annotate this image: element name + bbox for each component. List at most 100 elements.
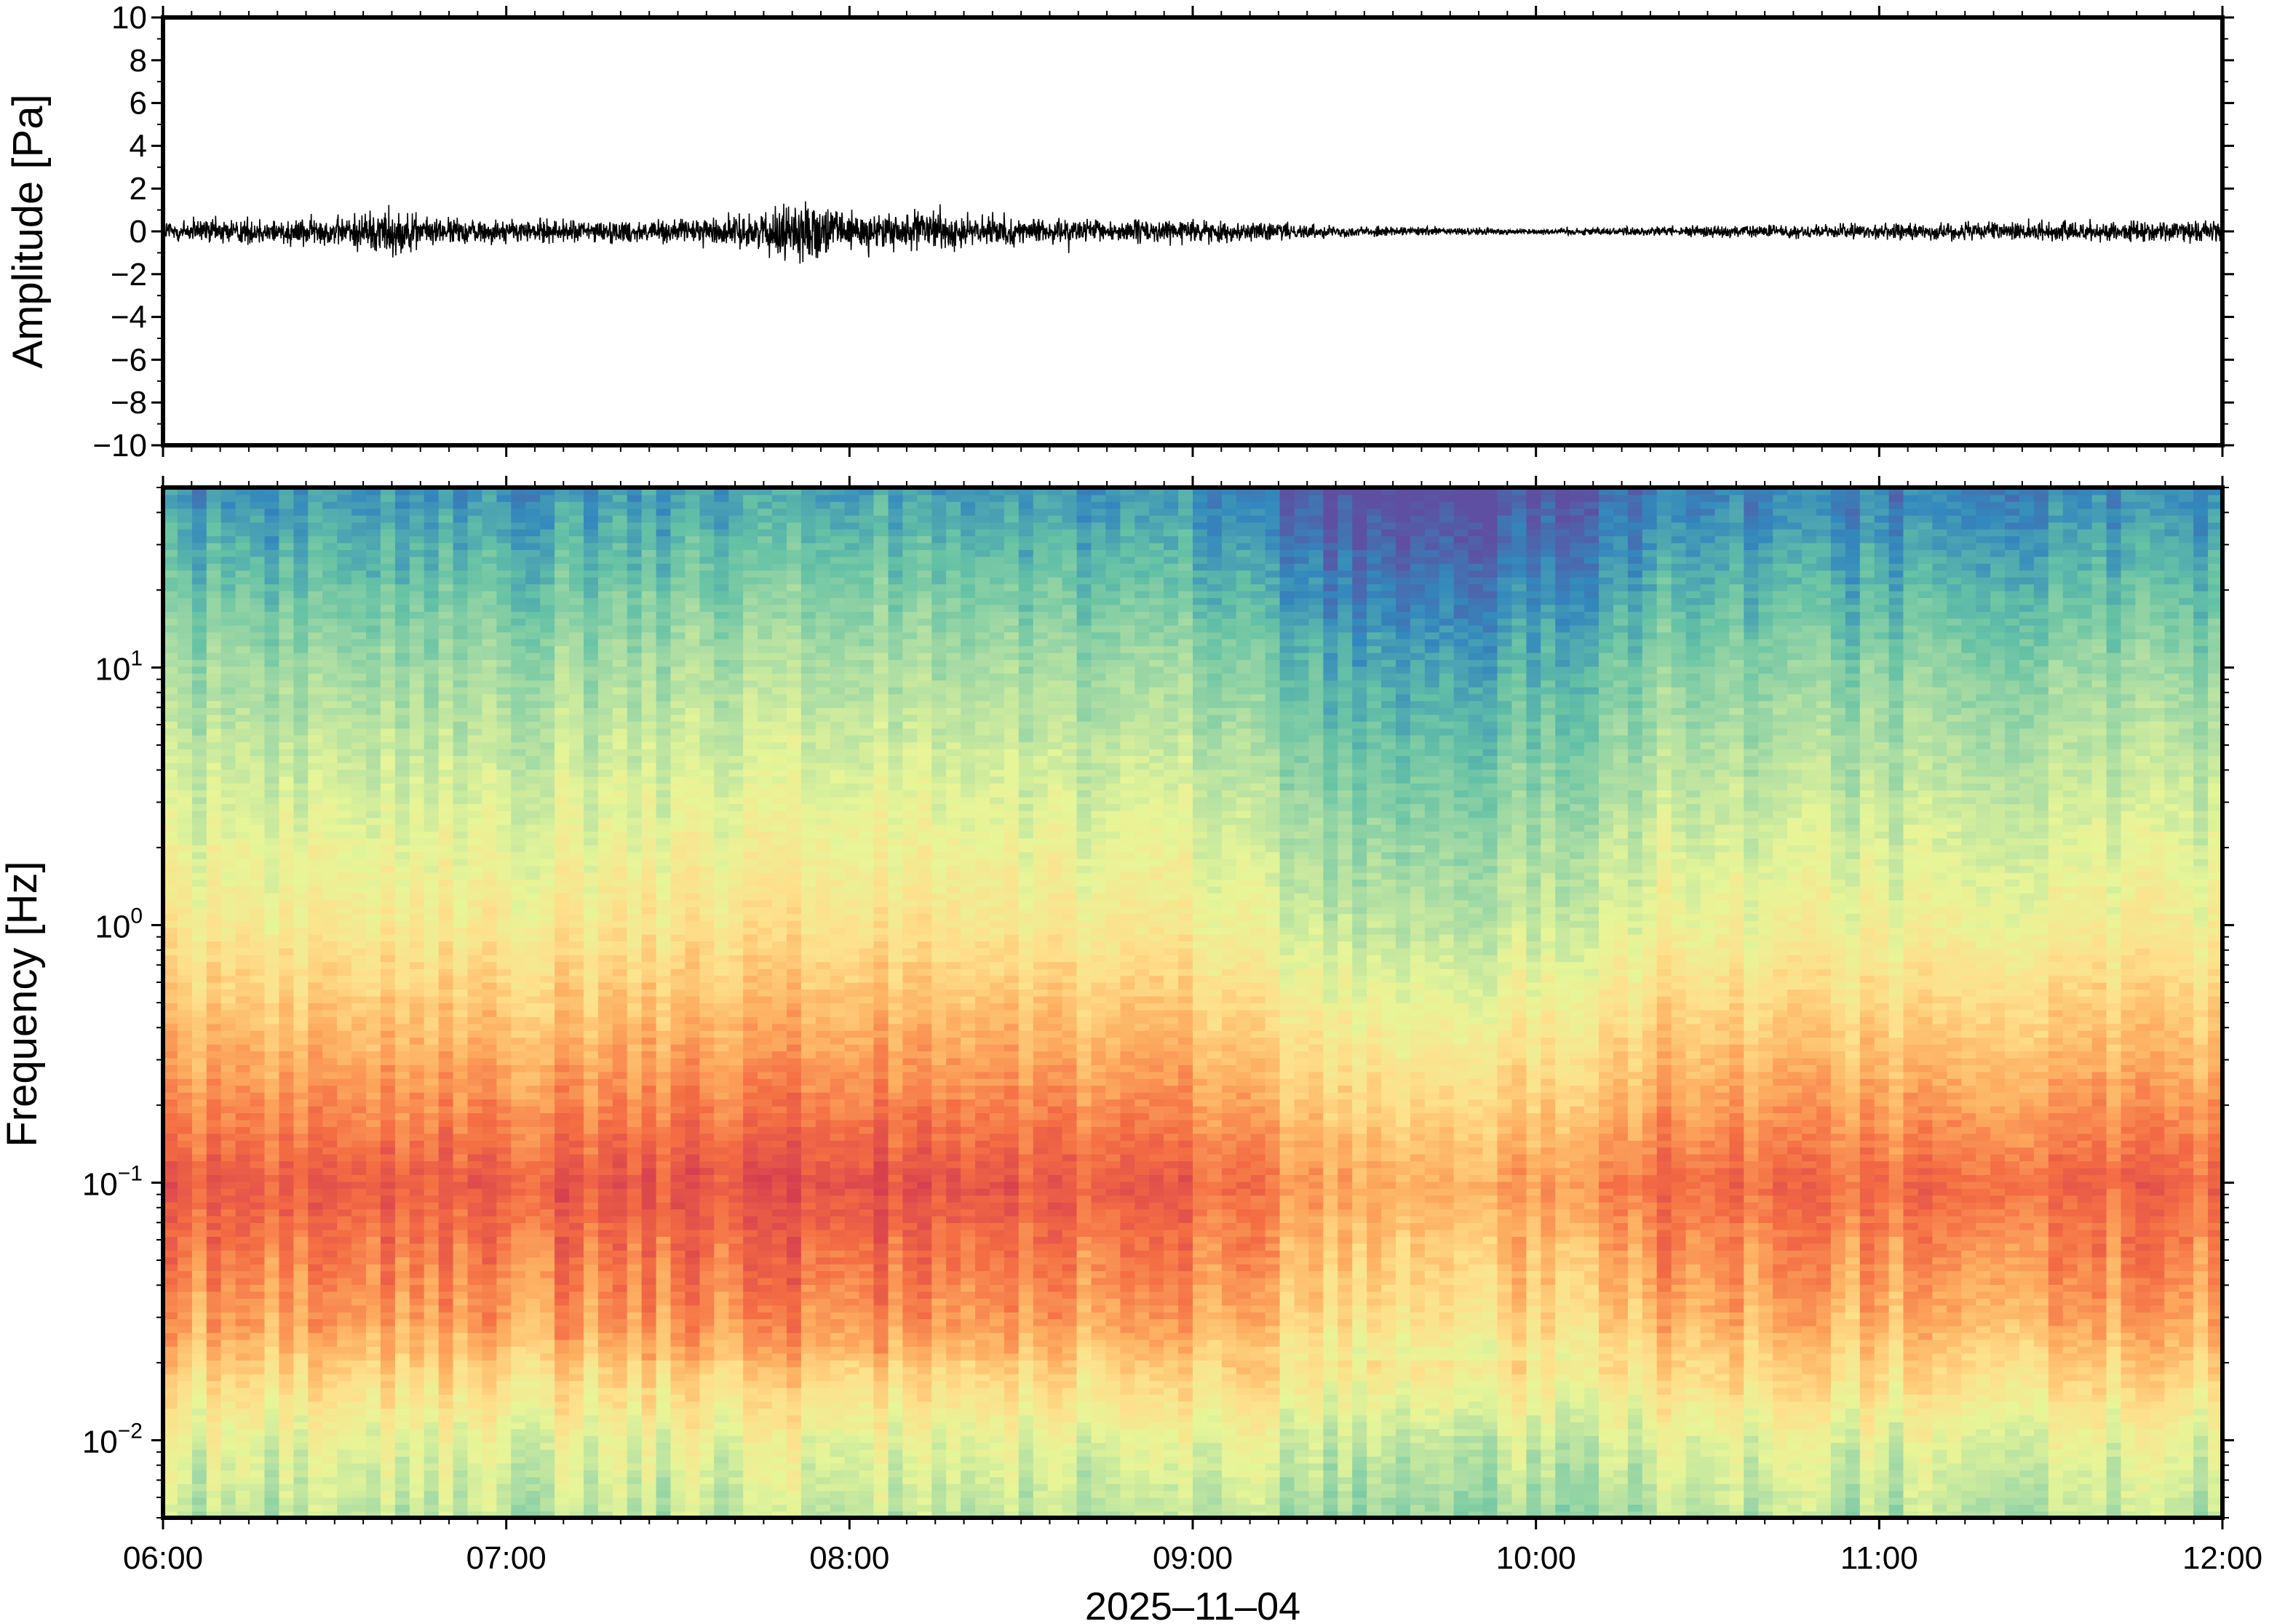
- spectrogram-cell: [163, 1257, 178, 1265]
- spectrogram-cell: [409, 1462, 425, 1470]
- spectrogram-cell: [337, 947, 353, 955]
- spectrogram-cell: [525, 879, 541, 887]
- spectrogram-cell: [438, 556, 454, 564]
- spectrogram-cell: [584, 755, 599, 763]
- spectrogram-cell: [612, 1085, 628, 1093]
- spectrogram-cell: [337, 1003, 353, 1011]
- spectrogram-cell: [511, 624, 527, 633]
- spectrogram-cell: [264, 597, 280, 605]
- spectrogram-cell: [453, 728, 469, 736]
- spectrogram-cell: [467, 1462, 483, 1470]
- spectrogram-cell: [235, 714, 251, 722]
- spectrogram-cell: [482, 913, 498, 921]
- spectrogram-cell: [424, 913, 440, 921]
- spectrogram-cell: [206, 1195, 222, 1203]
- spectrogram-cell: [511, 1147, 527, 1155]
- spectrogram-cell: [366, 1318, 381, 1326]
- spectrogram-cell: [366, 1414, 381, 1422]
- spectrogram-cell: [322, 968, 338, 976]
- spectrogram-cell: [612, 1277, 628, 1285]
- spectrogram-cell: [177, 961, 193, 969]
- spectrogram-cell: [163, 1435, 178, 1444]
- spectrogram-cell: [555, 1243, 570, 1251]
- spectrogram-cell: [409, 1249, 425, 1258]
- spectrogram-cell: [366, 734, 381, 743]
- spectrogram-cell: [525, 562, 541, 571]
- spectrogram-cell: [612, 1332, 628, 1340]
- spectrogram-cell: [293, 686, 309, 695]
- spectrogram-cell: [177, 810, 193, 819]
- spectrogram-cell: [279, 522, 295, 530]
- spectrogram-cell: [438, 1057, 454, 1065]
- spectrogram-cell: [597, 632, 613, 640]
- spectrogram-cell: [191, 748, 207, 757]
- spectrogram-cell: [177, 714, 193, 722]
- spectrogram-cell: [206, 837, 222, 845]
- spectrogram-cell: [394, 528, 410, 536]
- spectrogram-cell: [467, 1201, 483, 1210]
- spectrogram-cell: [467, 837, 483, 845]
- spectrogram-cell: [409, 652, 425, 660]
- spectrogram-cell: [206, 989, 222, 997]
- spectrogram-cell: [220, 893, 237, 901]
- spectrogram-cell: [438, 645, 454, 653]
- spectrogram-cell: [322, 913, 338, 921]
- spectrogram-cell: [250, 1016, 266, 1024]
- spectrogram-cell: [264, 1209, 280, 1217]
- spectrogram-cell: [279, 501, 295, 509]
- spectrogram-cell: [394, 1469, 410, 1478]
- spectrogram-cell: [293, 1476, 309, 1484]
- spectrogram-cell: [250, 700, 266, 708]
- spectrogram-cell: [264, 487, 280, 495]
- spectrogram-cell: [467, 666, 483, 674]
- spectrogram-cell: [409, 1016, 425, 1024]
- spectrogram-cell: [511, 1284, 527, 1292]
- spectrogram-cell: [366, 1236, 381, 1244]
- spectrogram-cell: [496, 1387, 512, 1395]
- spectrogram-cell: [177, 542, 193, 550]
- spectrogram-cell: [250, 1139, 266, 1148]
- spectrogram-cell: [394, 508, 410, 516]
- spectrogram-cell: [525, 584, 541, 592]
- spectrogram-cell: [438, 700, 454, 708]
- spectrogram-cell: [612, 1139, 628, 1148]
- spectrogram-cell: [293, 817, 309, 825]
- spectrogram-cell: [220, 734, 237, 743]
- spectrogram-cell: [525, 734, 541, 743]
- spectrogram-cell: [351, 508, 367, 516]
- spectrogram-cell: [438, 1112, 454, 1121]
- spectrogram-cell: [337, 989, 353, 997]
- spectrogram-cell: [264, 590, 280, 598]
- spectrogram-cell: [453, 556, 469, 564]
- spectrogram-cell: [191, 885, 207, 893]
- spectrogram-cell: [250, 810, 266, 819]
- spectrogram-cell: [191, 610, 207, 619]
- spectrogram-cell: [394, 1456, 410, 1464]
- spectrogram-cell: [191, 1263, 207, 1272]
- spectrogram-cell: [163, 975, 178, 983]
- spectrogram-cell: [322, 893, 338, 901]
- spectrogram-cell: [264, 872, 280, 880]
- spectrogram-cell: [177, 597, 193, 605]
- spectrogram-cell: [453, 1167, 469, 1175]
- spectrogram-cell: [279, 584, 295, 592]
- spectrogram-cell: [612, 1449, 628, 1457]
- spectrogram-cell: [525, 549, 541, 557]
- spectrogram-cell: [424, 584, 440, 592]
- spectrogram-cell: [409, 1091, 425, 1100]
- spectrogram-cell: [453, 659, 469, 667]
- spectrogram-cell: [308, 1153, 324, 1162]
- spectrogram-cell: [293, 879, 309, 887]
- spectrogram-cell: [206, 1284, 222, 1292]
- spectrogram-cell: [438, 782, 454, 791]
- spectrogram-cell: [597, 1174, 613, 1182]
- spectrogram-cell: [351, 989, 367, 997]
- spectrogram-cell: [612, 1490, 628, 1498]
- spectrogram-cell: [555, 989, 570, 997]
- spectrogram-cell: [453, 1195, 469, 1203]
- spectrogram-cell: [467, 542, 483, 550]
- spectrogram-cell: [569, 522, 584, 530]
- spectrogram-cell: [394, 1462, 410, 1470]
- spectrogram-cell: [380, 1167, 396, 1175]
- spectrogram-cell: [380, 1469, 396, 1478]
